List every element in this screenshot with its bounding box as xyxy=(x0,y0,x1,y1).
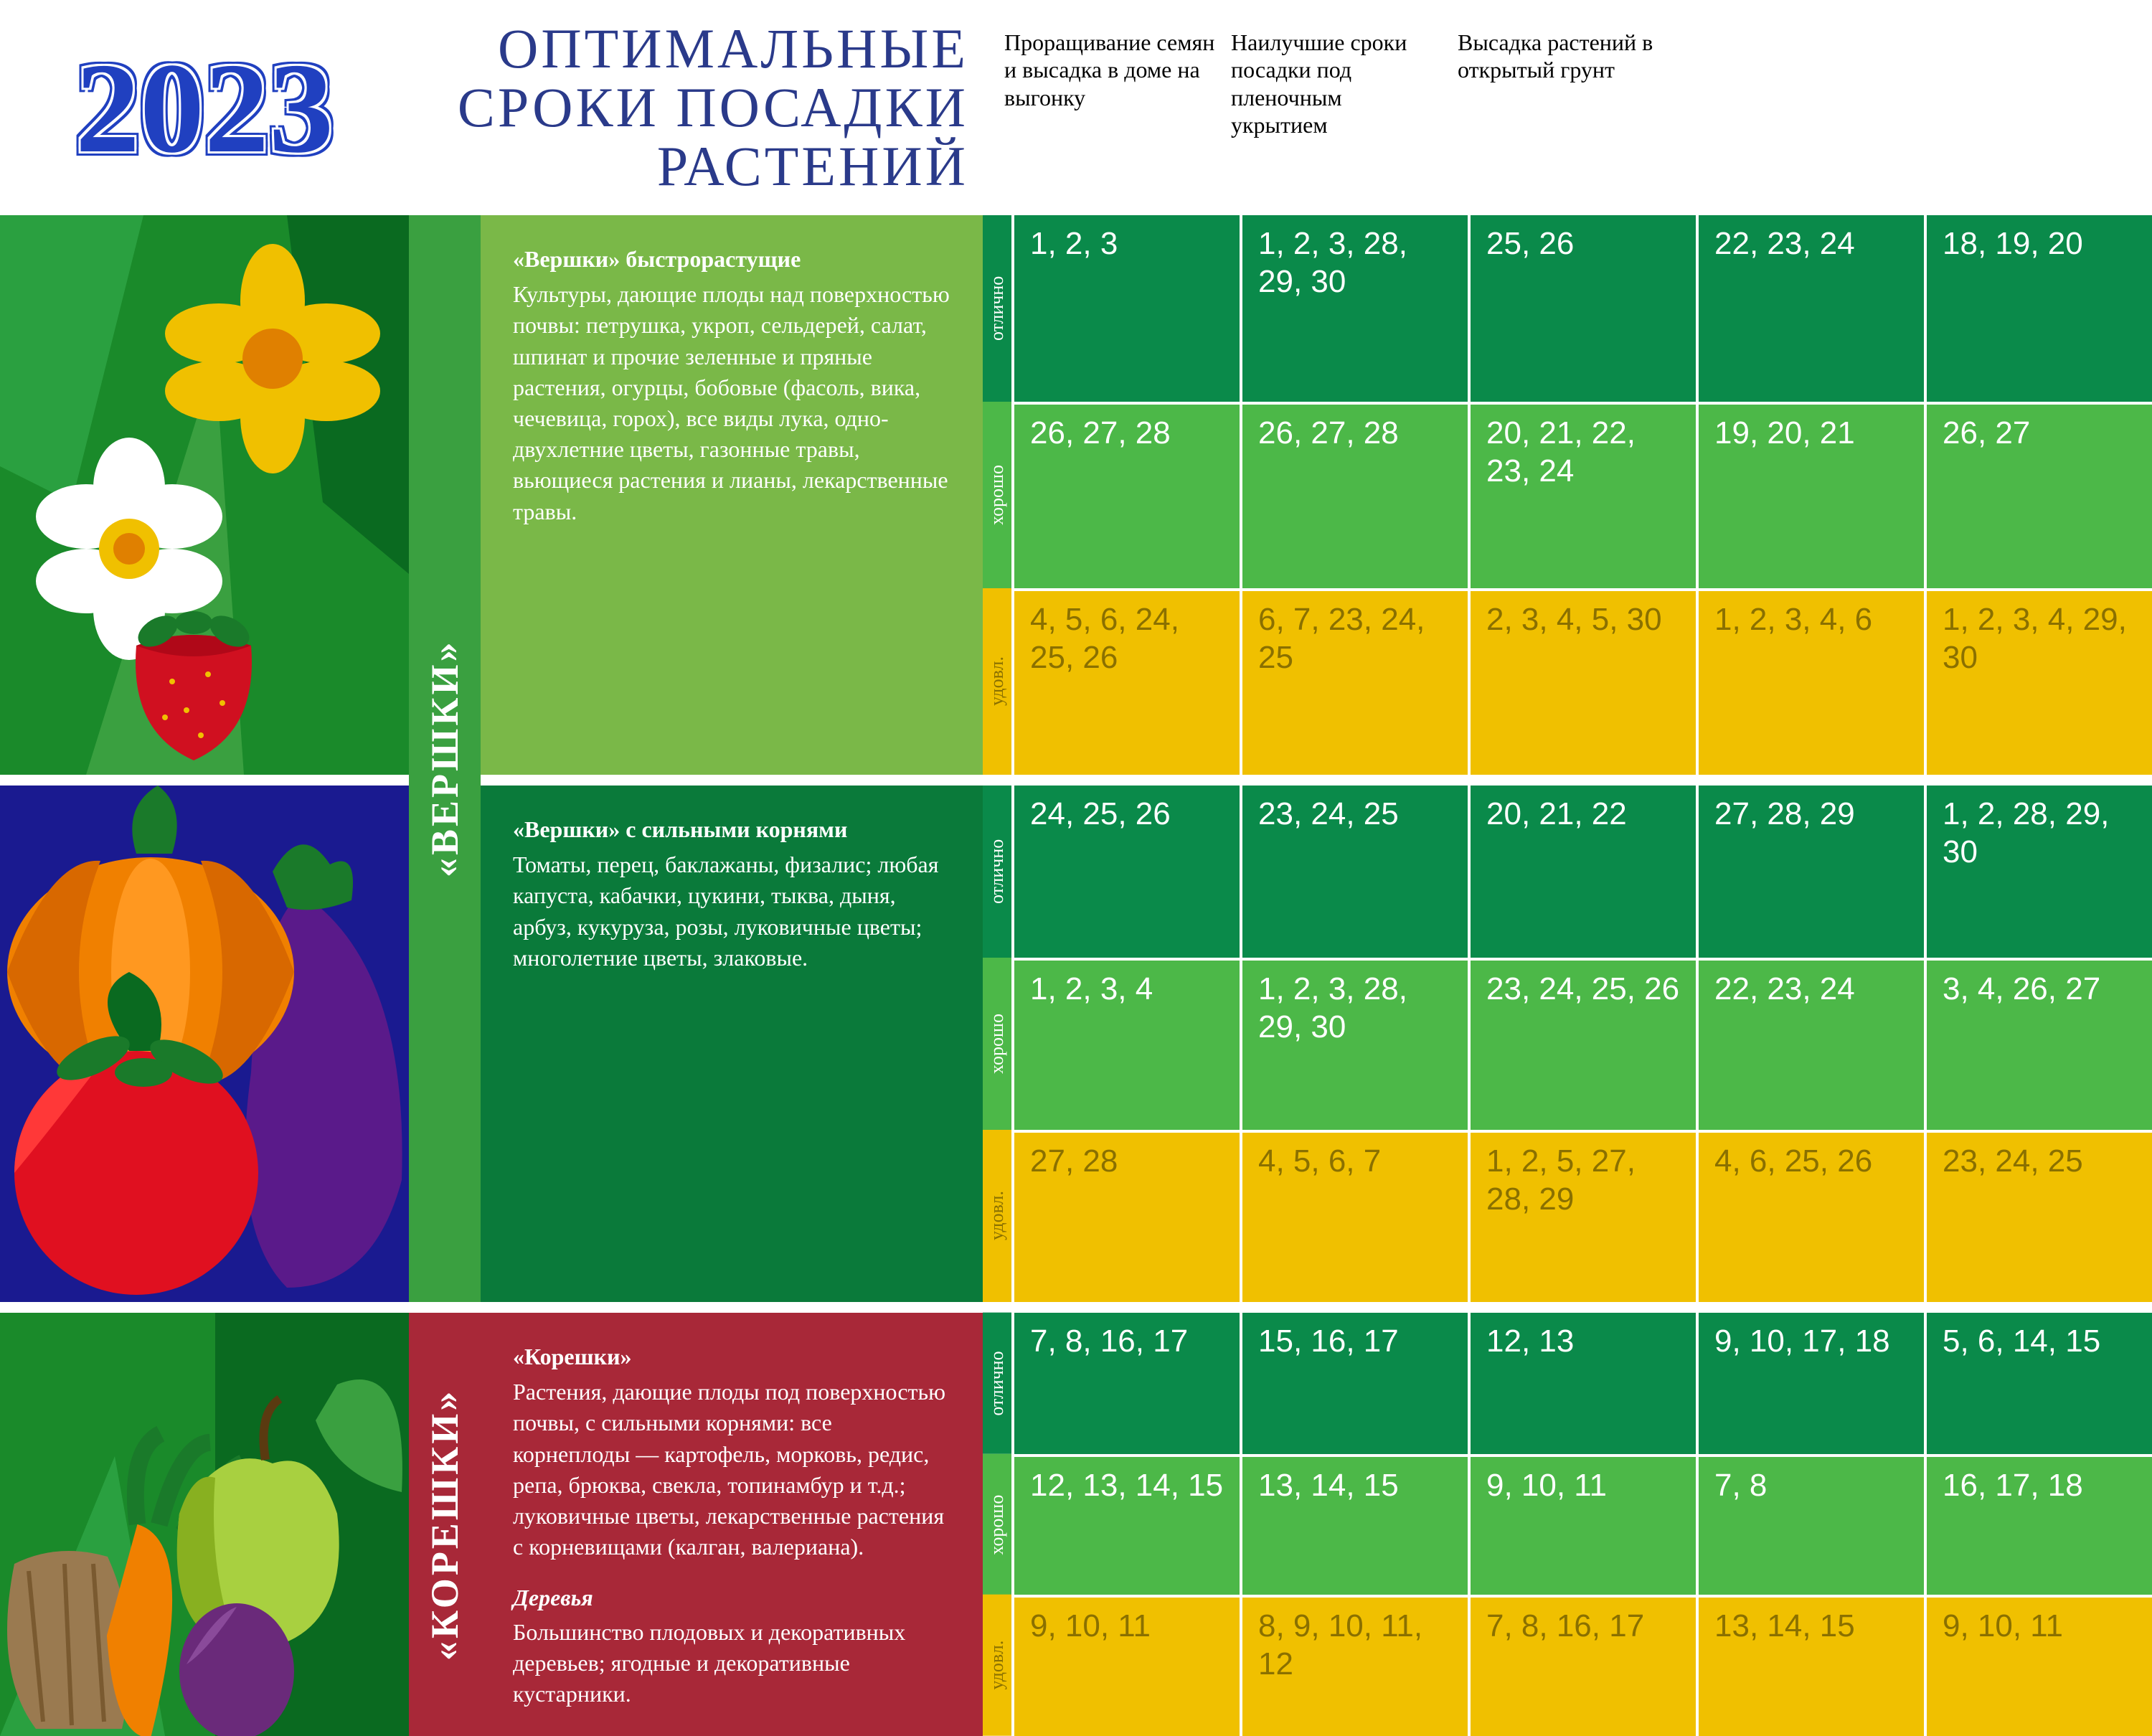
date-cell: 18, 19, 20 xyxy=(1924,215,2152,402)
date-cell: 6, 7, 23, 24, 25 xyxy=(1240,588,1468,775)
date-cell: 22, 23, 24 xyxy=(1696,958,1924,1130)
date-cell: 12, 13 xyxy=(1468,1313,1696,1454)
data-grid-1: отлично1, 2, 31, 2, 3, 28, 29, 3025, 262… xyxy=(983,215,2152,775)
date-cell: 7, 8, 16, 17 xyxy=(1468,1595,1696,1736)
legend-2: Наилучшие сроки посадки под пленочным ук… xyxy=(1231,29,1458,201)
row-label-satisf: удовл. xyxy=(983,588,1011,775)
date-cell: 20, 21, 22 xyxy=(1468,786,1696,958)
date-cell: 26, 27, 28 xyxy=(1011,402,1240,588)
row-label-satisf: удовл. xyxy=(983,1130,1011,1302)
date-cell: 13, 14, 15 xyxy=(1696,1595,1924,1736)
row-label-good: хорошо xyxy=(983,1454,1011,1595)
desc-section-2: «Вершки» с сильными корнями Томаты, пере… xyxy=(481,786,983,1302)
row-label-excellent: отлично xyxy=(983,786,1011,958)
desc-1-body: Культуры, дающие плоды над поверхностью … xyxy=(513,279,950,527)
row-label-satisf: удовл. xyxy=(983,1595,1011,1736)
date-cell: 20, 21, 22, 23, 24 xyxy=(1468,402,1696,588)
date-cell: 26, 27, 28 xyxy=(1240,402,1468,588)
date-cell: 22, 23, 24 xyxy=(1696,215,1924,402)
date-cell: 1, 2, 3, 4, 29, 30 xyxy=(1924,588,2152,775)
illustration-vegetables xyxy=(0,786,409,1302)
legend-row: Проращивание семян и высадка в доме на в… xyxy=(983,0,2152,215)
date-cell: 19, 20, 21 xyxy=(1696,402,1924,588)
date-cell: 1, 2, 3 xyxy=(1011,215,1240,402)
date-cell: 7, 8, 16, 17 xyxy=(1011,1313,1240,1454)
date-cell: 23, 24, 25 xyxy=(1924,1130,2152,1302)
desc-section-1: «Вершки» быстрорастущие Культуры, дающие… xyxy=(481,215,983,775)
date-cell: 1, 2, 3, 4 xyxy=(1011,958,1240,1130)
gap-row-1 xyxy=(0,775,2152,786)
desc-2-body: Томаты, перец, баклажаны, физалис; любая… xyxy=(513,849,950,973)
date-cell: 9, 10, 11 xyxy=(1924,1595,2152,1736)
year-label: 2023 xyxy=(0,0,409,215)
legend-4 xyxy=(1684,29,1911,201)
date-cell: 13, 14, 15 xyxy=(1240,1454,1468,1595)
date-cell: 1, 2, 3, 28, 29, 30 xyxy=(1240,215,1468,402)
illustration-roots xyxy=(0,1313,409,1736)
date-cell: 25, 26 xyxy=(1468,215,1696,402)
desc-3-sub-heading: Деревья xyxy=(513,1582,950,1613)
date-cell: 3, 4, 26, 27 xyxy=(1924,958,2152,1130)
illustration-flowers xyxy=(0,215,409,775)
date-cell: 1, 2, 28, 29, 30 xyxy=(1924,786,2152,958)
date-cell: 23, 24, 25, 26 xyxy=(1468,958,1696,1130)
date-cell: 1, 2, 5, 27, 28, 29 xyxy=(1468,1130,1696,1302)
date-cell: 27, 28 xyxy=(1011,1130,1240,1302)
date-cell: 1, 2, 3, 4, 6 xyxy=(1696,588,1924,775)
date-cell: 12, 13, 14, 15 xyxy=(1011,1454,1240,1595)
category-band-roots: «КОРЕШКИ» xyxy=(409,1313,481,1736)
date-cell: 5, 6, 14, 15 xyxy=(1924,1313,2152,1454)
date-cell: 23, 24, 25 xyxy=(1240,786,1468,958)
row-label-good: хорошо xyxy=(983,958,1011,1130)
desc-section-3: «Корешки» Растения, дающие плоды под пов… xyxy=(481,1313,983,1736)
date-cell: 4, 6, 25, 26 xyxy=(1696,1130,1924,1302)
date-cell: 1, 2, 3, 28, 29, 30 xyxy=(1240,958,1468,1130)
date-cell: 26, 27 xyxy=(1924,402,2152,588)
date-cell: 4, 5, 6, 24, 25, 26 xyxy=(1011,588,1240,775)
date-cell: 9, 10, 17, 18 xyxy=(1696,1313,1924,1454)
page-title: ОПТИМАЛЬНЫЕ СРОКИ ПОСАДКИ РАСТЕНИЙ xyxy=(409,0,983,215)
legend-3: Высадка растений в открытый грунт xyxy=(1458,29,1684,201)
date-cell: 27, 28, 29 xyxy=(1696,786,1924,958)
date-cell: 15, 16, 17 xyxy=(1240,1313,1468,1454)
desc-2-heading: «Вершки» с сильными корнями xyxy=(513,814,950,845)
data-grid-2: отлично24, 25, 2623, 24, 2520, 21, 2227,… xyxy=(983,786,2152,1302)
row-label-excellent: отлично xyxy=(983,1313,1011,1454)
date-cell: 16, 17, 18 xyxy=(1924,1454,2152,1595)
date-cell: 9, 10, 11 xyxy=(1468,1454,1696,1595)
row-label-good: хорошо xyxy=(983,402,1011,588)
data-grid-3: отлично7, 8, 16, 1715, 16, 1712, 139, 10… xyxy=(983,1313,2152,1736)
legend-1: Проращивание семян и высадка в доме на в… xyxy=(1004,29,1231,201)
desc-3-heading: «Корешки» xyxy=(513,1341,950,1372)
row-label-excellent: отлично xyxy=(983,215,1011,402)
date-cell: 9, 10, 11 xyxy=(1011,1595,1240,1736)
gap-row-2 xyxy=(0,1302,2152,1313)
date-cell: 24, 25, 26 xyxy=(1011,786,1240,958)
category-band-tops: «ВЕРШКИ» xyxy=(409,215,481,1302)
date-cell: 7, 8 xyxy=(1696,1454,1924,1595)
date-cell: 4, 5, 6, 7 xyxy=(1240,1130,1468,1302)
desc-3-sub-body: Большинство плодовых и декоративных дере… xyxy=(513,1617,950,1710)
legend-5 xyxy=(1911,29,2138,201)
date-cell: 2, 3, 4, 5, 30 xyxy=(1468,588,1696,775)
desc-1-heading: «Вершки» быстрорастущие xyxy=(513,244,950,275)
desc-3-body: Растения, дающие плоды под поверхностью … xyxy=(513,1377,950,1562)
date-cell: 8, 9, 10, 11, 12 xyxy=(1240,1595,1468,1736)
